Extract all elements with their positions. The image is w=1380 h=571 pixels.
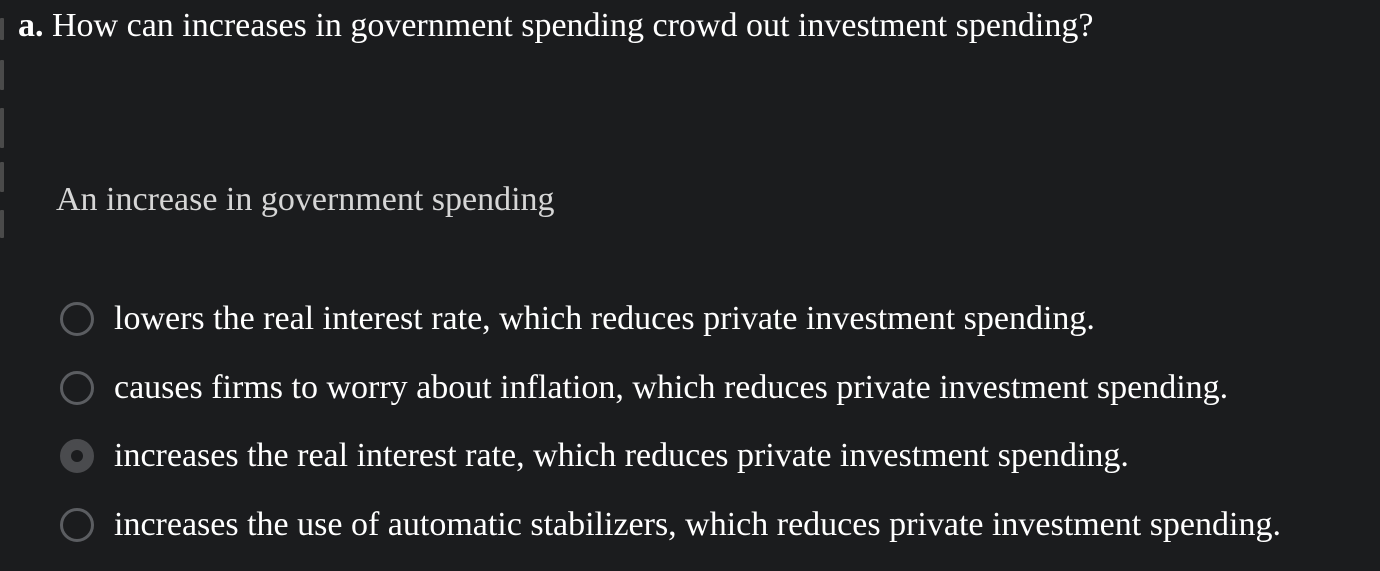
option-4[interactable]: increases the use of automatic stabilize… <box>60 503 1281 547</box>
answer-options: lowers the real interest rate, which red… <box>60 297 1281 571</box>
option-label: increases the real interest rate, which … <box>114 437 1129 474</box>
radio-button[interactable] <box>60 302 94 336</box>
edge-mark <box>0 108 4 148</box>
edge-mark <box>0 18 4 40</box>
radio-button[interactable] <box>60 439 94 473</box>
edge-mark <box>0 162 4 192</box>
radio-button[interactable] <box>60 507 94 542</box>
option-3[interactable]: increases the real interest rate, which … <box>60 434 1281 478</box>
edge-mark <box>0 210 4 238</box>
option-label: causes firms to worry about inflation, w… <box>114 368 1229 406</box>
radio-button[interactable] <box>60 370 94 405</box>
option-1[interactable]: lowers the real interest rate, which red… <box>60 297 1281 341</box>
answer-prompt: An increase in government spending <box>56 181 555 218</box>
left-edge-strip <box>0 0 5 560</box>
question-heading: a. How can increases in government spend… <box>18 4 1093 48</box>
option-label: lowers the real interest rate, which red… <box>114 300 1095 337</box>
question-text: How can increases in government spending… <box>43 7 1094 44</box>
option-label: increases the use of automatic stabilize… <box>114 505 1281 543</box>
edge-mark <box>0 60 4 90</box>
question-letter: a. <box>18 7 44 44</box>
option-2[interactable]: causes firms to worry about inflation, w… <box>60 366 1281 410</box>
